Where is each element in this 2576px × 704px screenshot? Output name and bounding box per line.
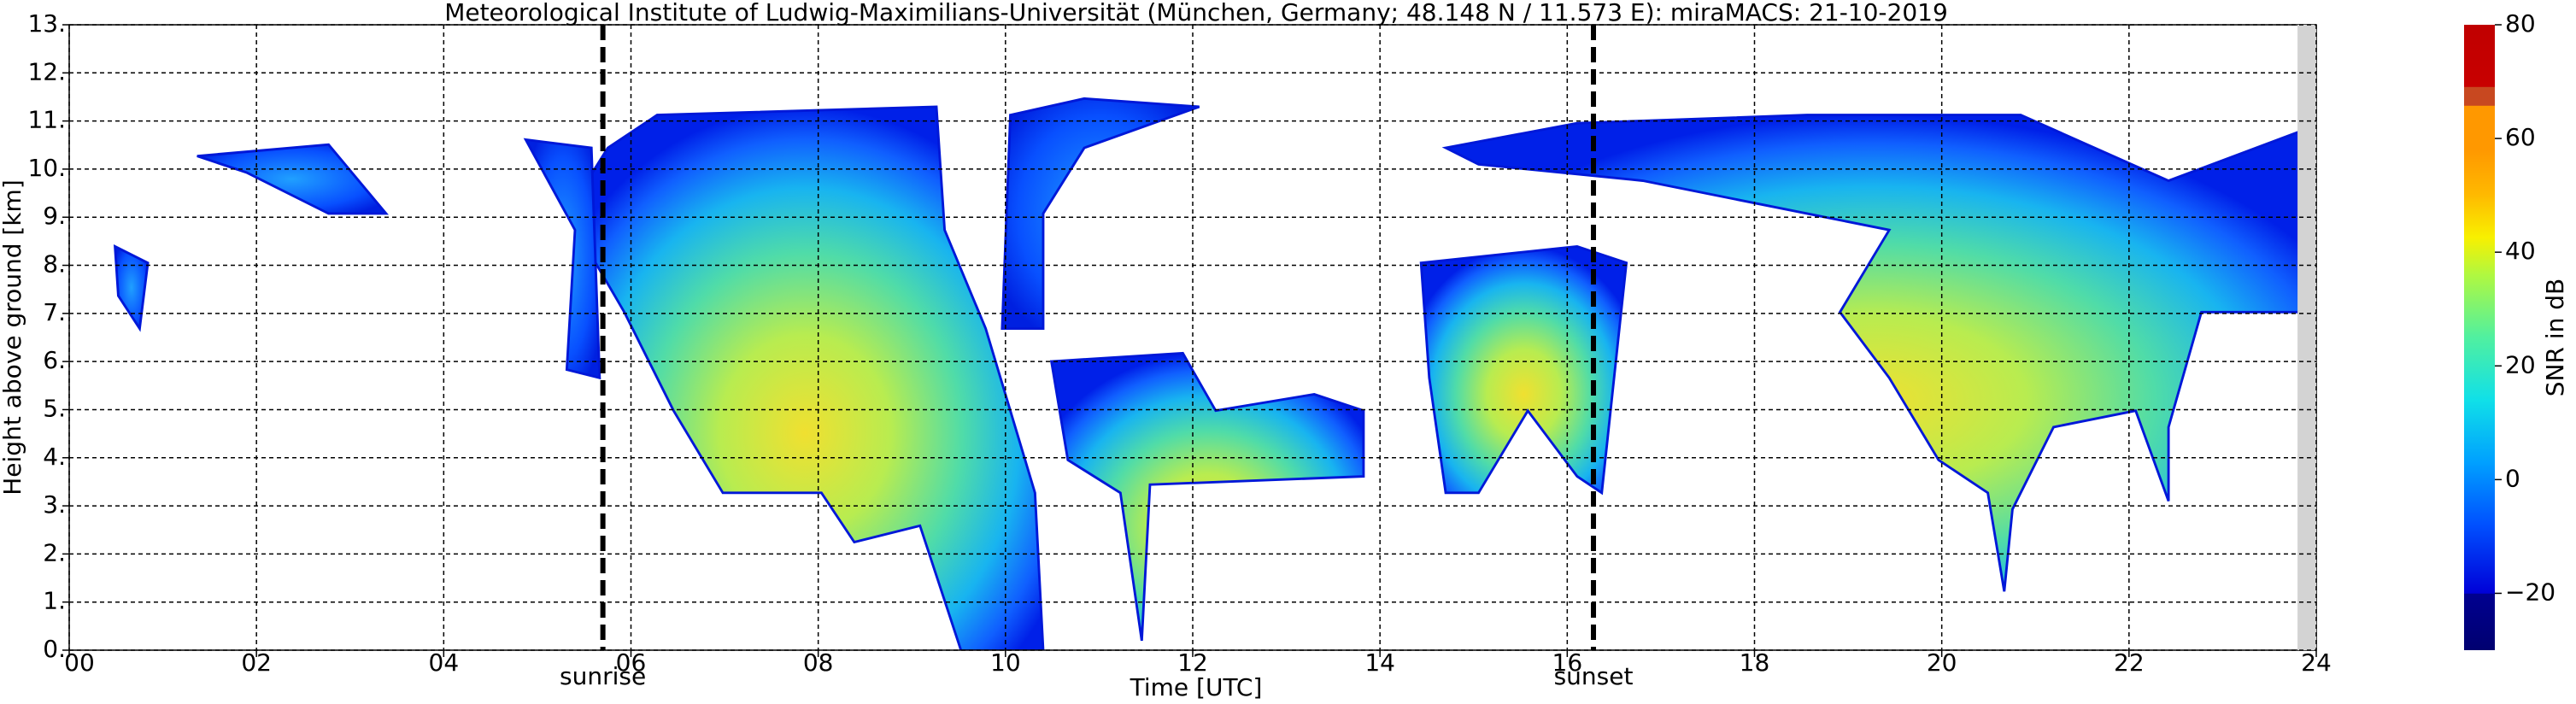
y-tick-label: 10.: [27, 154, 66, 182]
x-tick-label: 08: [803, 648, 834, 677]
x-tick-label: 04: [429, 648, 460, 677]
y-tick-label: 8.: [43, 250, 66, 279]
y-tick-label: 1.: [43, 587, 66, 615]
x-tick-label: 24: [2301, 648, 2332, 677]
x-tick-label: 00: [64, 648, 95, 677]
colorbar-tick-label: 40: [2505, 237, 2536, 265]
y-tick-label: 7.: [43, 298, 66, 326]
x-tick-label: 18: [1740, 648, 1770, 677]
colorbar-tick-label: 60: [2505, 123, 2536, 151]
cloud: [197, 143, 389, 215]
x-tick-label: 06: [616, 648, 647, 677]
missing-data: [2297, 25, 2316, 650]
x-axis-label: Time [UTC]: [1130, 673, 1263, 701]
y-tick-label: 12.: [27, 57, 66, 85]
y-tick-label: 0.: [43, 635, 66, 663]
cloud: [1049, 351, 1365, 642]
y-tick-label: 5.: [43, 394, 66, 422]
x-tick-label: 12: [1177, 648, 1208, 677]
y-tick-label: 13.: [27, 9, 66, 38]
cloud: [565, 105, 1045, 650]
chart-title: Meteorological Institute of Ludwig-Maxim…: [444, 0, 1948, 26]
cloud: [1441, 114, 2302, 592]
y-tick-label: 6.: [43, 346, 66, 374]
colorbar-label: SNR in dB: [2541, 279, 2569, 396]
radar-echoes: [113, 97, 2302, 650]
x-tick-label: 16: [1552, 648, 1583, 677]
colorbar: [2464, 25, 2495, 650]
x-tick-label: 10: [990, 648, 1021, 677]
colorbar-tick-label: 80: [2505, 9, 2536, 38]
y-tick-label: 11.: [27, 106, 66, 134]
colorbar-tick-label: 20: [2505, 350, 2536, 378]
y-tick-label: 9.: [43, 202, 66, 230]
y-tick-label: 4.: [43, 443, 66, 471]
x-tick-label: 14: [1364, 648, 1395, 677]
marker-label: sunrise: [560, 662, 646, 690]
marker-label: sunset: [1554, 662, 1634, 690]
x-tick-label: 20: [1927, 648, 1957, 677]
colorbar-tick-label: −20: [2505, 578, 2555, 606]
y-axis-label: Height above ground [km]: [0, 179, 26, 496]
cloud: [113, 244, 150, 332]
y-tick-label: 2.: [43, 538, 66, 566]
cloud: [1000, 97, 1200, 331]
x-tick-label: 22: [2114, 648, 2145, 677]
colorbar-tick-label: 0: [2505, 464, 2520, 492]
y-tick-label: 3.: [43, 490, 66, 519]
x-tick-label: 02: [241, 648, 272, 677]
cloud: [523, 138, 601, 380]
cloud: [1419, 244, 1628, 496]
